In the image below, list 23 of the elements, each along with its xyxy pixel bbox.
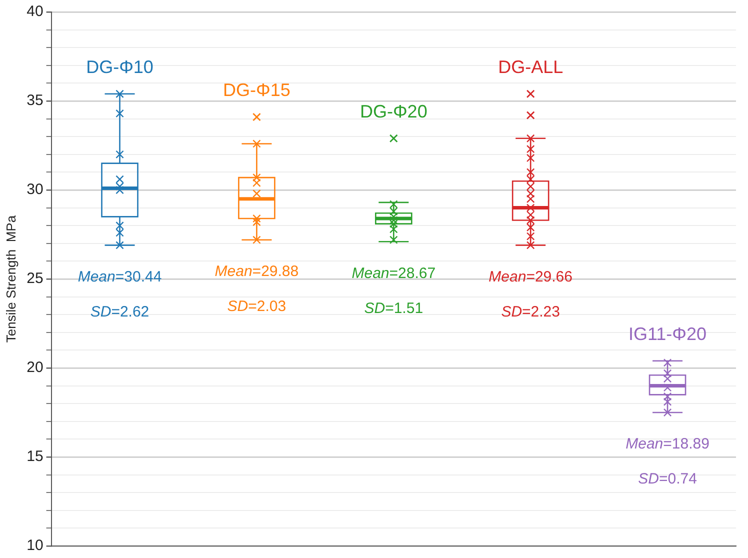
y-axis-title: Tensile Strength MPa	[3, 214, 18, 343]
annotation: DG-Φ10	[86, 56, 154, 77]
y-tick-label: 15	[26, 448, 44, 466]
annotation: SD=1.51	[364, 300, 424, 317]
annotation: SD=2.23	[501, 303, 560, 320]
annotation: SD=0.74	[638, 470, 697, 488]
y-tick-label: 40	[26, 3, 44, 20]
y-tick-label: 35	[26, 92, 44, 110]
y-tick-label: 10	[26, 537, 44, 554]
y-tick-label: 30	[26, 181, 44, 198]
annotation: Mean=29.66	[488, 268, 572, 286]
annotation: DG-ALL	[498, 56, 564, 77]
annotation: Mean=30.44	[78, 268, 162, 286]
annotation: Mean=18.89	[626, 436, 710, 453]
annotation: DG-Φ20	[360, 101, 428, 122]
y-tick-label: 20	[26, 359, 44, 376]
annotation: DG-Φ15	[223, 80, 290, 100]
annotation: Mean=29.88	[214, 262, 299, 280]
annotation: Mean=28.67	[352, 264, 436, 282]
annotation: IG11-Φ20	[628, 324, 707, 344]
annotation: SD=2.62	[90, 303, 150, 320]
y-tick-label: 25	[26, 270, 44, 288]
annotation: SD=2.03	[227, 298, 286, 316]
